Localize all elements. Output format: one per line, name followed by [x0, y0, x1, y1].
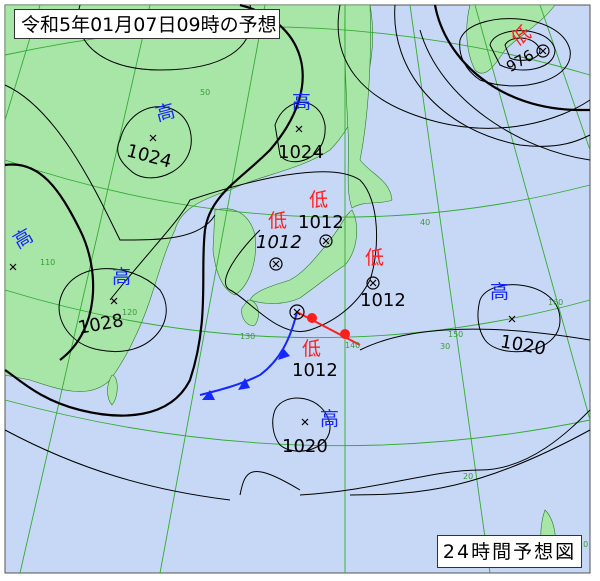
cross-marker [295, 125, 303, 133]
cross-marker [149, 134, 157, 142]
cold-front [199, 311, 298, 400]
longitude-label: 160 [548, 298, 564, 307]
pressure-label: 1012 [256, 232, 302, 253]
stationary-front [296, 311, 361, 346]
high-label: 高 [112, 266, 132, 288]
kyushu [241, 299, 259, 326]
low-label: 低 [365, 247, 385, 269]
low-label: 低 [302, 338, 322, 360]
latitude-label: 20 [463, 472, 474, 481]
high-label: 高 [292, 91, 312, 113]
latitude-label: 50 [200, 88, 211, 97]
pressure-label: 1024 [278, 142, 324, 163]
pressure-label: 1012 [292, 360, 338, 381]
longitude-label: 110 [40, 258, 56, 267]
low-label: 低 [268, 210, 288, 232]
chart-kind-label: 24時間予想図 [437, 535, 582, 568]
system-markers [9, 44, 550, 426]
isobars-bold [4, 3, 590, 417]
low-center-marker [536, 44, 550, 58]
latitude-label: 10 [578, 540, 589, 549]
pressure-label: 1012 [360, 290, 406, 311]
isobars [4, 4, 591, 501]
cross-marker [110, 297, 118, 305]
high-label: 高 [320, 408, 340, 430]
low-center-marker [319, 234, 333, 248]
longitude-label: 130 [240, 332, 256, 341]
longitude-label: 150 [448, 330, 464, 339]
low-center-marker [289, 304, 305, 320]
cross-marker [9, 263, 17, 271]
taiwan [107, 374, 118, 406]
sakhalin-hokkaido [344, 4, 393, 209]
map-title: 令和5年01月07日09時の予想 [14, 9, 280, 39]
low-center-marker [366, 276, 380, 290]
pressure-label: 1020 [282, 436, 328, 457]
pressure-label: 1012 [298, 212, 344, 233]
longitude-label: 120 [122, 308, 138, 317]
cross-marker [508, 315, 516, 323]
low-label: 低 [309, 189, 329, 211]
high-label: 高 [490, 281, 510, 303]
cross-marker [301, 418, 309, 426]
low-center-marker [269, 257, 283, 271]
latitude-label: 30 [440, 342, 451, 351]
latitude-label: 40 [420, 218, 431, 227]
longitude-label: 140 [345, 341, 361, 350]
